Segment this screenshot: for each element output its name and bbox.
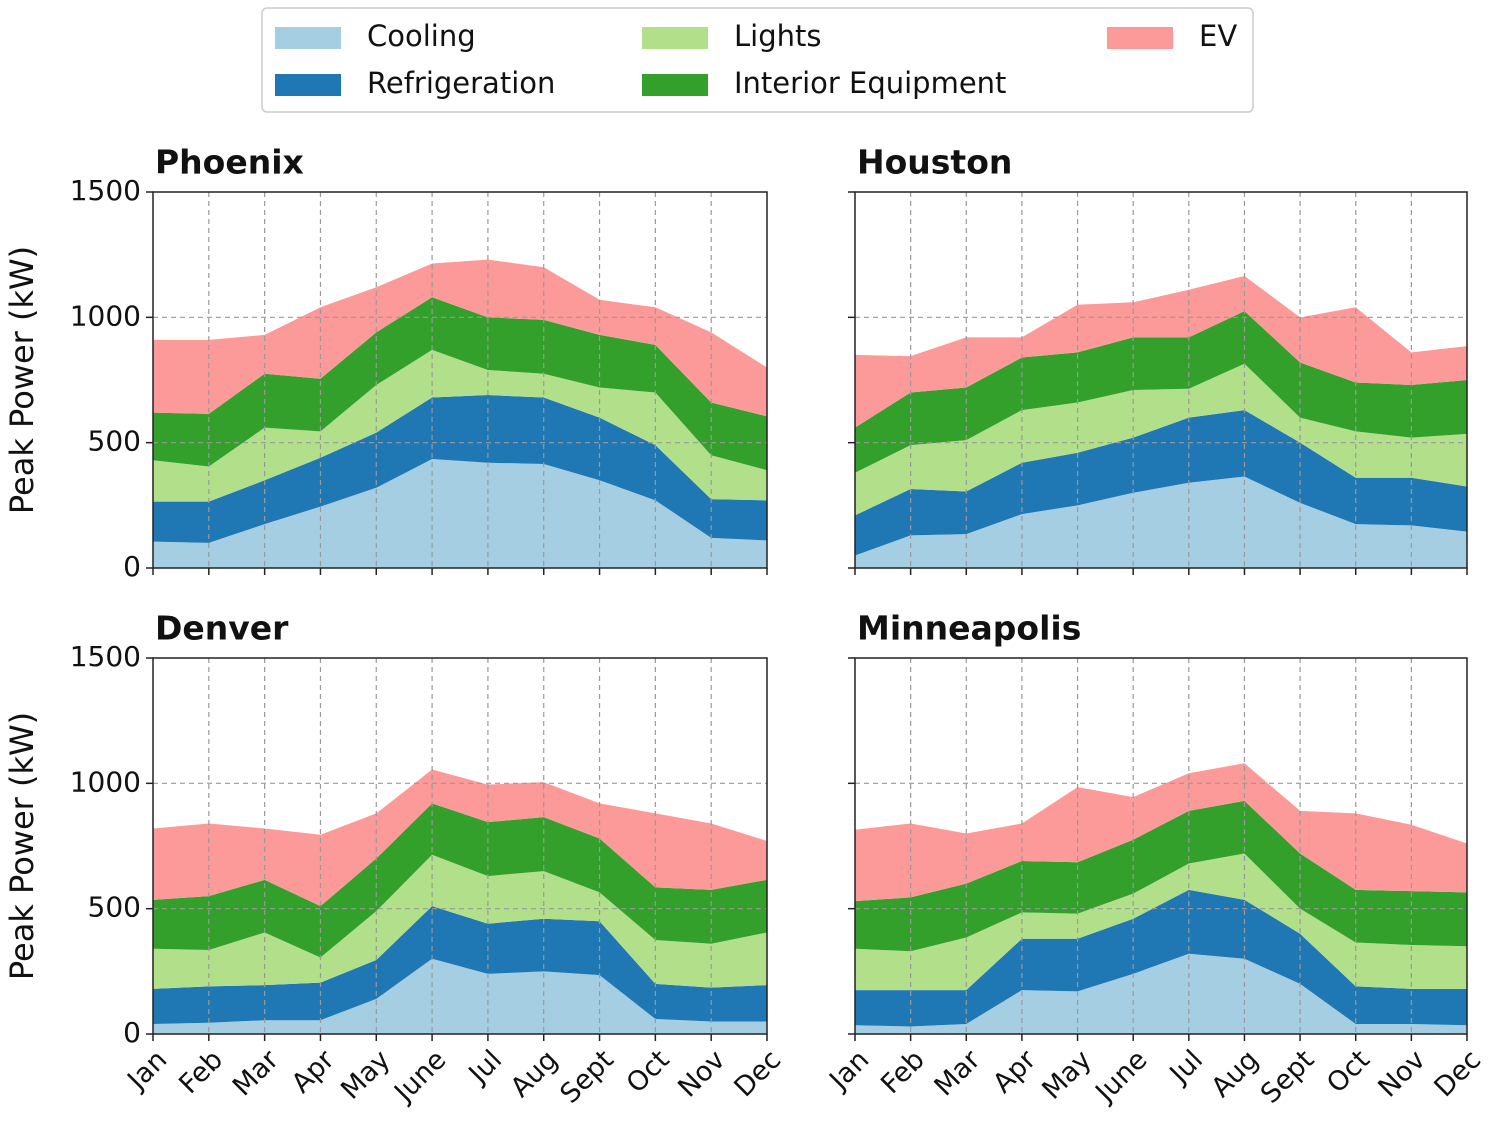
legend-label: Refrigeration: [367, 66, 555, 100]
axes-frame: [854, 191, 1468, 569]
area: [153, 259, 767, 417]
y-tick-label: 500: [88, 425, 141, 458]
legend-label: Cooling: [367, 19, 476, 53]
area: [855, 275, 1467, 428]
y-tick-label: 0: [123, 550, 141, 583]
x-tick-label: Nov: [672, 1044, 731, 1103]
area: [855, 853, 1467, 991]
x-tick-label: Dec: [728, 1044, 787, 1103]
y-tick-label: 1000: [70, 299, 141, 332]
area: [153, 349, 767, 502]
area: [855, 476, 1467, 568]
subplot-title: Houston: [857, 143, 1012, 182]
area: [855, 363, 1467, 516]
x-tick-label: Sept: [1255, 1044, 1320, 1109]
area: [153, 458, 767, 568]
y-tick-label: 1500: [70, 174, 141, 207]
legend-swatch: [275, 74, 341, 96]
y-tick-label: 1500: [70, 640, 141, 673]
area: [855, 410, 1467, 556]
x-tick-label: Oct: [621, 1044, 676, 1099]
x-tick-label: Feb: [173, 1044, 229, 1100]
area: [855, 889, 1467, 1027]
legend-box: [261, 7, 1254, 113]
legend-swatch: [642, 74, 708, 96]
area: [153, 297, 767, 471]
area: [153, 958, 767, 1034]
x-tick-label: Mar: [929, 1044, 988, 1103]
axes-frame: [152, 191, 768, 569]
subplot-title: Minneapolis: [857, 609, 1081, 648]
area: [153, 769, 767, 907]
axes-frame: [854, 657, 1468, 1035]
subplot-title: Denver: [155, 609, 289, 648]
area: [855, 311, 1467, 473]
area: [855, 953, 1467, 1034]
axes-frame: [152, 657, 768, 1035]
y-axis-label: Peak Power (kW): [3, 246, 41, 514]
area: [153, 906, 767, 1024]
x-tick-label: June: [387, 1044, 452, 1109]
x-tick-label: May: [335, 1044, 396, 1105]
x-tick-label: Oct: [1321, 1044, 1376, 1099]
x-tick-label: Aug: [1205, 1044, 1264, 1103]
x-tick-label: Jul: [1163, 1044, 1209, 1090]
legend-swatch: [1107, 27, 1173, 49]
x-tick-label: Sept: [554, 1044, 619, 1109]
y-tick-label: 0: [123, 1016, 141, 1049]
legend-label: Lights: [734, 19, 821, 53]
subplot-title: Phoenix: [155, 143, 304, 182]
x-tick-label: Apr: [286, 1044, 342, 1100]
x-tick-label: June: [1089, 1044, 1154, 1109]
x-tick-label: Dec: [1428, 1044, 1487, 1103]
x-tick-label: Aug: [505, 1044, 564, 1103]
x-tick-label: May: [1036, 1044, 1097, 1105]
area: [855, 763, 1467, 902]
area: [855, 800, 1467, 952]
x-tick-label: Feb: [875, 1044, 931, 1100]
x-tick-label: Mar: [227, 1044, 286, 1103]
legend-swatch: [642, 27, 708, 49]
x-tick-label: Jan: [120, 1044, 173, 1097]
y-tick-label: 500: [88, 891, 141, 924]
legend-label: EV: [1199, 19, 1237, 53]
x-tick-label: Apr: [987, 1044, 1043, 1100]
area: [153, 854, 767, 989]
x-tick-label: Nov: [1372, 1044, 1431, 1103]
x-tick-label: Jan: [822, 1044, 875, 1097]
x-tick-label: Jul: [462, 1044, 508, 1090]
legend-swatch: [275, 27, 341, 49]
area: [153, 803, 767, 958]
legend-label: Interior Equipment: [734, 66, 1006, 100]
y-tick-label: 1000: [70, 765, 141, 798]
area: [153, 395, 767, 543]
y-axis-label: Peak Power (kW): [3, 712, 41, 980]
